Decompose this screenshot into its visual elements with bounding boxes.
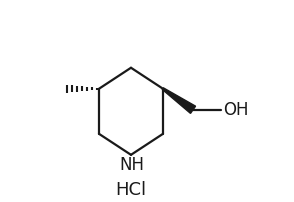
Text: OH: OH (223, 101, 248, 119)
Text: HCl: HCl (116, 181, 146, 199)
Text: NH: NH (119, 156, 144, 174)
Polygon shape (163, 88, 196, 113)
